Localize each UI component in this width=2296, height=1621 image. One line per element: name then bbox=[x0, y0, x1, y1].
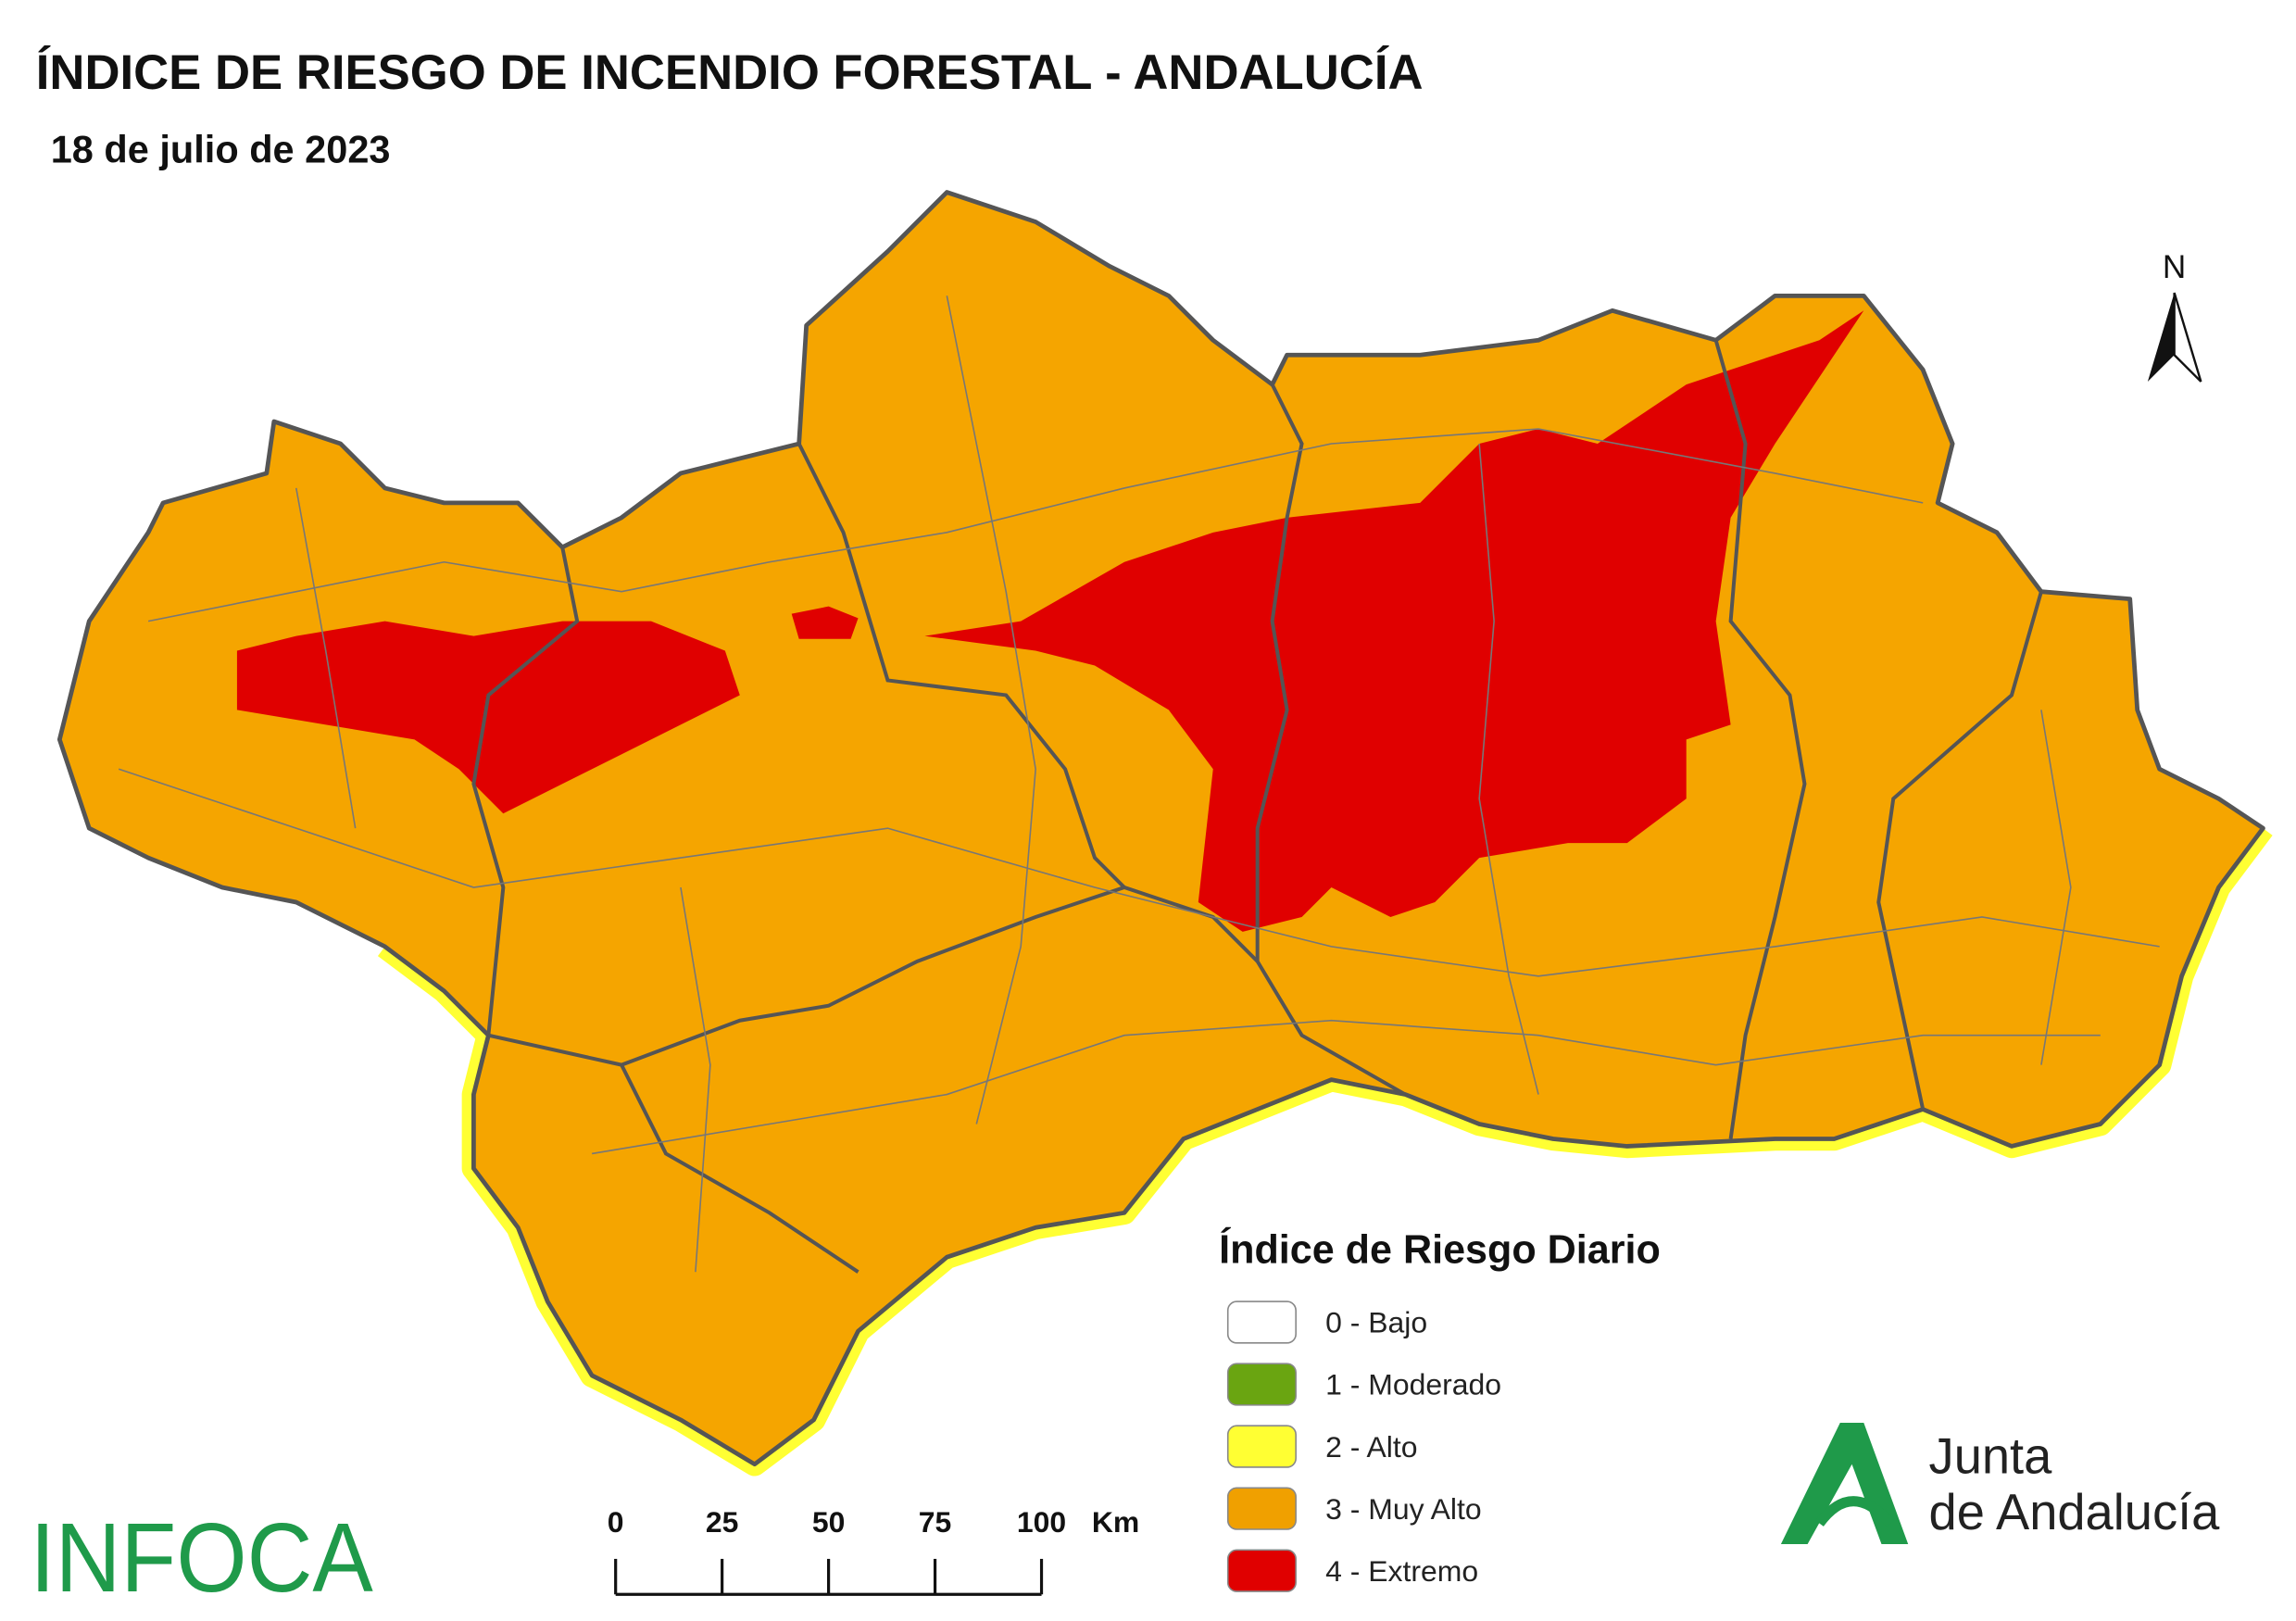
junta-line1: Junta bbox=[1929, 1427, 2053, 1484]
legend-label: 2 - Alto bbox=[1325, 1430, 1417, 1464]
junta-logo: Junta de Andalucía bbox=[1780, 1423, 2221, 1544]
scale-bar: 0 25 50 75 100 Km bbox=[608, 1505, 1139, 1596]
municipal-lines bbox=[118, 295, 2160, 1273]
legend-title: Índice de Riesgo Diario bbox=[1219, 1228, 1661, 1273]
legend-swatch bbox=[1226, 1363, 1297, 1406]
north-arrow: N bbox=[2147, 249, 2202, 383]
region-map bbox=[56, 190, 2273, 1476]
scale-label: 75 bbox=[919, 1505, 952, 1539]
scale-label: 25 bbox=[706, 1505, 739, 1539]
scale-label: 100 bbox=[1017, 1505, 1066, 1539]
legend-swatch bbox=[1226, 1425, 1297, 1468]
date: 18 de julio de 2023 bbox=[51, 128, 391, 171]
scale-label: 50 bbox=[812, 1505, 846, 1539]
infoca-logo: INFOCA bbox=[30, 1504, 373, 1613]
legend: 0 - Bajo 1 - Moderado 2 - Alto 3 - Muy Alto… bbox=[1226, 1301, 1501, 1592]
territory bbox=[56, 190, 2265, 1467]
extreme-area-east bbox=[924, 310, 1864, 932]
junta-line2: de Andalucía bbox=[1929, 1484, 2221, 1540]
legend-label: 3 - Muy Alto bbox=[1325, 1492, 1482, 1526]
extreme-area-small bbox=[791, 606, 859, 639]
legend-swatch bbox=[1226, 1301, 1297, 1344]
scale-label: 0 bbox=[608, 1505, 624, 1539]
legend-label: 1 - Moderado bbox=[1325, 1368, 1501, 1401]
extreme-area-west bbox=[236, 621, 740, 814]
scale-unit: Km bbox=[1092, 1505, 1139, 1539]
title: ÍNDICE DE RIESGO DE INCENDIO FORESTAL - … bbox=[36, 45, 1424, 100]
boundaries bbox=[471, 339, 2043, 1274]
legend-swatch bbox=[1226, 1549, 1297, 1592]
legend-label: 4 - Extremo bbox=[1325, 1554, 1478, 1588]
north-label: N bbox=[2163, 249, 2186, 285]
legend-label: 0 - Bajo bbox=[1325, 1306, 1427, 1339]
legend-swatch bbox=[1226, 1487, 1297, 1530]
